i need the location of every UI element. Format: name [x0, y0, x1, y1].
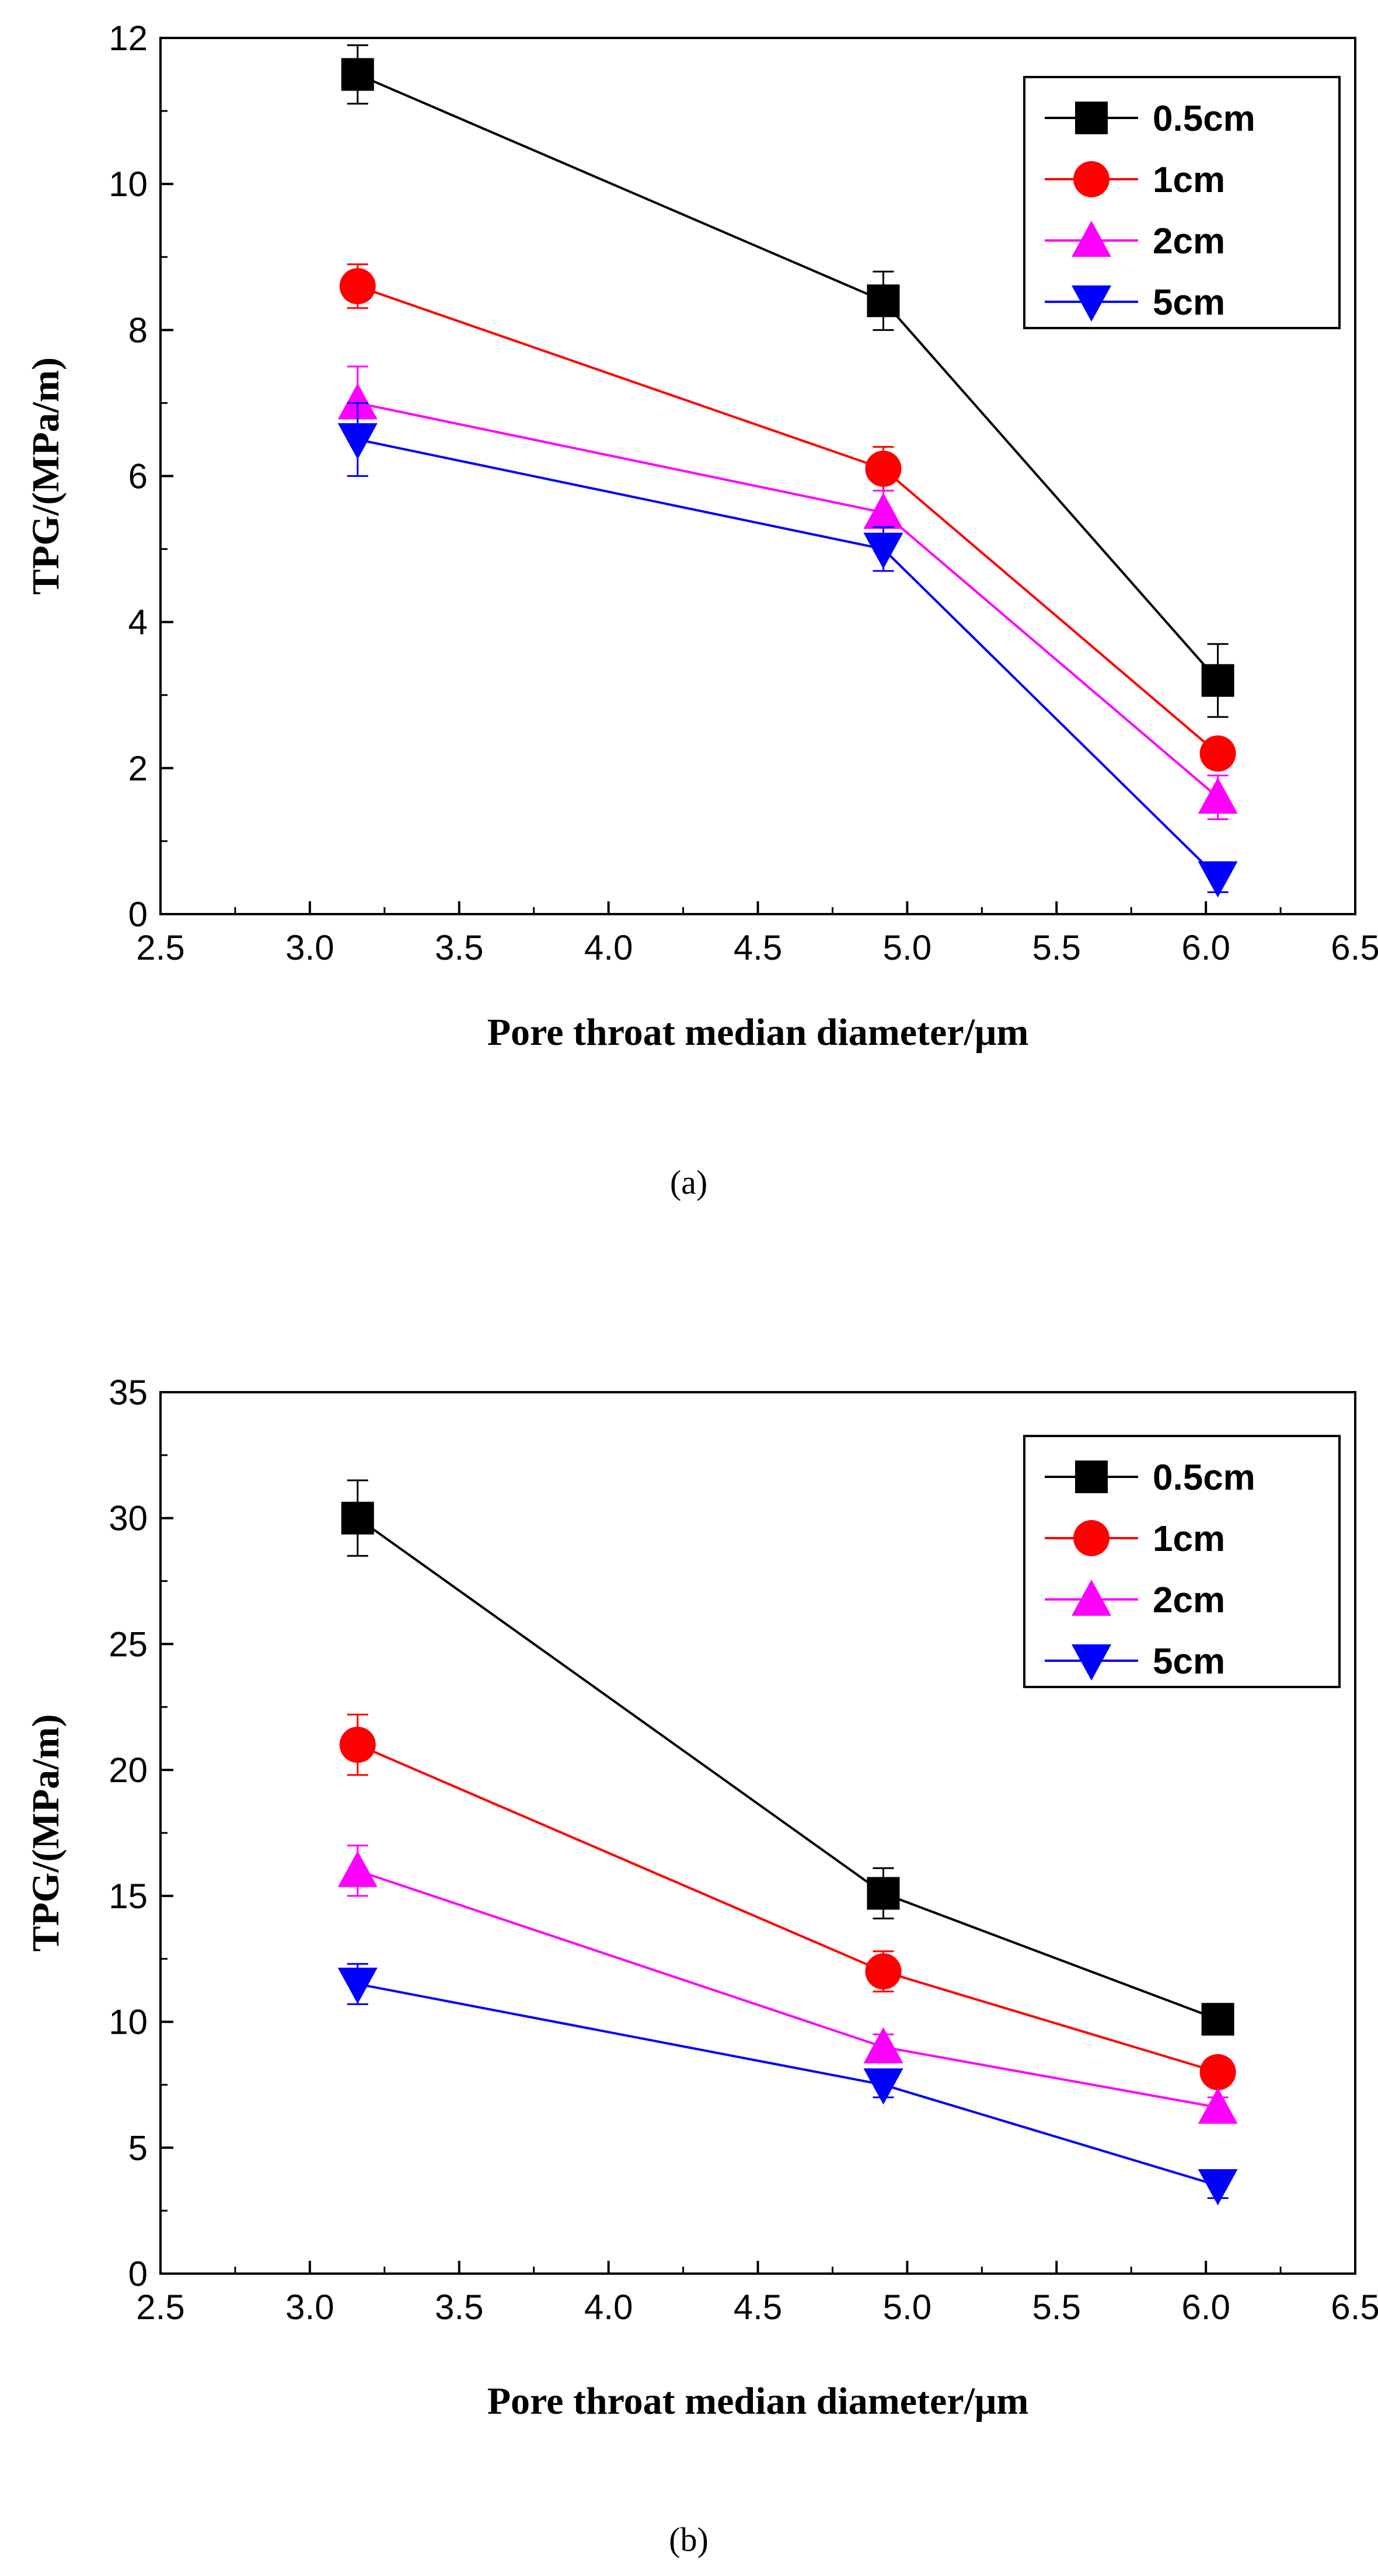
x-tick-label: 6.5	[1331, 928, 1378, 967]
data-point	[1201, 2003, 1234, 2036]
y-tick-label: 10	[109, 2003, 148, 2042]
y-tick-label: 25	[109, 1625, 148, 1664]
data-point	[337, 1967, 378, 2004]
legend-marker	[1075, 1460, 1108, 1493]
data-point	[1198, 861, 1238, 898]
x-axis-title: Pore throat median diameter/μm	[487, 2380, 1029, 2422]
legend-marker	[1075, 102, 1108, 134]
x-tick-label: 5.0	[883, 2288, 932, 2327]
data-point	[863, 2068, 903, 2105]
x-tick-label: 5.5	[1032, 928, 1081, 967]
legend-label: 2cm	[1153, 221, 1225, 262]
data-point	[1199, 2054, 1236, 2090]
legend-label: 5cm	[1153, 1641, 1225, 1682]
data-point	[339, 1727, 376, 1763]
y-tick-label: 35	[109, 1373, 148, 1412]
series-2cm	[337, 365, 1238, 820]
x-tick-label: 5.0	[883, 928, 932, 967]
y-axis-title: TPG/(MPa/m)	[25, 1714, 67, 1952]
series-2cm	[337, 1845, 1238, 2124]
y-tick-label: 20	[109, 1751, 148, 1790]
data-point	[863, 532, 903, 569]
y-tick-label: 0	[128, 2254, 148, 2293]
series-line	[357, 285, 1219, 755]
series-5cm	[337, 1962, 1238, 2205]
x-tick-label: 2.5	[136, 928, 184, 967]
x-tick-label: 3.5	[435, 928, 483, 967]
y-tick-label: 15	[109, 1877, 148, 1916]
legend-marker	[1072, 1644, 1111, 1681]
data-point	[341, 1501, 374, 1535]
y-tick-label: 6	[128, 457, 148, 496]
y-tick-label: 0	[128, 895, 148, 934]
data-point	[863, 493, 903, 529]
y-tick-label: 10	[109, 165, 148, 204]
panel-caption: (b)	[669, 2521, 709, 2558]
series-line	[357, 438, 1219, 879]
legend-label: 0.5cm	[1153, 1458, 1255, 1498]
legend: 0.5cm 1cm 2cm 5cm	[1023, 76, 1341, 329]
series-1cm	[339, 1713, 1236, 2090]
legend-label: 1cm	[1153, 160, 1225, 200]
x-tick-label: 6.0	[1181, 928, 1230, 967]
x-tick-label: 6.5	[1331, 2288, 1378, 2327]
x-tick-label: 5.5	[1032, 2288, 1081, 2327]
legend: 0.5cm 1cm 2cm 5cm	[1023, 1435, 1341, 1688]
x-tick-label: 3.0	[285, 2288, 334, 2327]
y-tick-label: 30	[109, 1499, 148, 1538]
data-point	[1201, 664, 1234, 697]
panel-caption: (a)	[670, 1163, 707, 1201]
legend-marker	[1072, 285, 1111, 322]
data-point	[337, 1850, 378, 1887]
legend-marker	[1073, 161, 1110, 197]
x-tick-label: 4.0	[584, 928, 633, 967]
y-tick-label: 5	[128, 2128, 148, 2167]
series-line	[357, 1744, 1219, 2073]
series-0.5cm	[341, 1479, 1234, 2036]
y-tick-label: 8	[128, 311, 148, 350]
x-axis-title: Pore throat median diameter/μm	[487, 1011, 1029, 1054]
legend-label: 5cm	[1153, 283, 1225, 323]
legend-marker	[1072, 1580, 1111, 1616]
data-point	[337, 383, 378, 420]
data-point	[865, 450, 902, 487]
x-tick-label: 6.0	[1181, 2288, 1230, 2327]
y-tick-label: 4	[128, 603, 148, 642]
chart-panel-b: 2.5 3.0 3.5 4.0 4.5 5.0 5.5 6.0 6.5 0 5 10 15 20 25 30 3…	[25, 1373, 1378, 2558]
data-point	[865, 1953, 902, 1990]
series-line	[357, 402, 1219, 799]
x-tick-label: 3.5	[435, 2288, 483, 2327]
data-point	[863, 2027, 903, 2063]
data-point	[339, 268, 376, 305]
data-point	[1198, 2087, 1238, 2124]
data-point	[1198, 2169, 1238, 2205]
data-point	[341, 58, 374, 91]
x-tick-label: 2.5	[136, 2288, 184, 2327]
x-tick-label: 3.0	[285, 928, 334, 967]
x-tick-label: 4.0	[584, 2288, 633, 2327]
data-point	[867, 284, 900, 318]
data-point	[337, 423, 378, 459]
x-tick-label: 4.5	[734, 2288, 782, 2327]
series-1cm	[339, 263, 1236, 772]
data-point	[1199, 735, 1236, 772]
legend-label: 1cm	[1153, 1519, 1225, 1559]
y-tick-label: 12	[109, 19, 148, 58]
legend-marker	[1072, 221, 1111, 257]
x-tick-label: 4.5	[734, 928, 782, 967]
y-axis-title: TPG/(MPa/m)	[25, 357, 67, 595]
series-line	[357, 1869, 1218, 2109]
data-point	[1198, 777, 1238, 814]
data-point	[867, 1877, 900, 1910]
chart-panel-a: 2.5 3.0 3.5 4.0 4.5 5.0 5.5 6.0 6.5 0 2 4 6 8 10 12 Pore…	[25, 19, 1378, 1201]
series-0.5cm	[341, 44, 1234, 718]
legend-marker	[1073, 1520, 1110, 1556]
series-5cm	[337, 402, 1238, 898]
legend-label: 2cm	[1153, 1580, 1225, 1620]
y-tick-label: 2	[128, 749, 148, 788]
legend-label: 0.5cm	[1153, 99, 1255, 139]
